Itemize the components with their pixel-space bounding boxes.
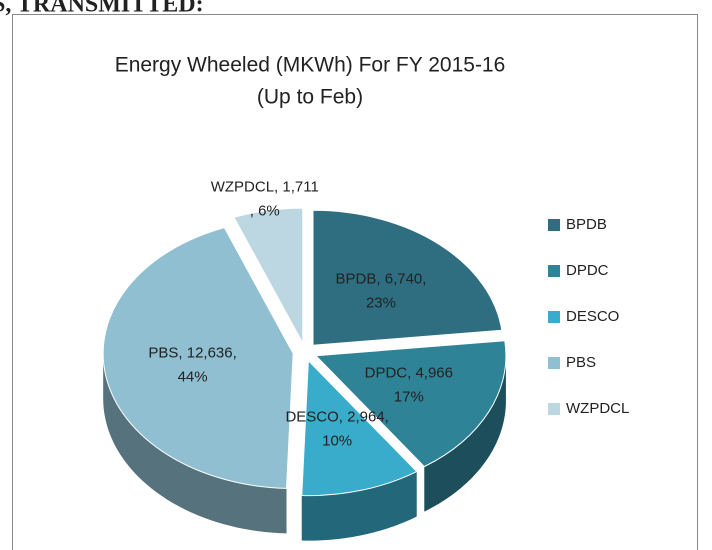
legend-swatch: [548, 219, 560, 231]
slice-side: [424, 355, 506, 512]
legend-label: DPDC: [566, 262, 609, 279]
legend-swatch: [548, 311, 560, 323]
data-label: 44%: [178, 368, 208, 385]
legend-swatch: [548, 265, 560, 277]
legend-swatch: [548, 403, 560, 415]
data-label: DESCO, 2,964,: [285, 409, 388, 426]
legend-label: WZPDCL: [566, 400, 629, 417]
header-text: S, TRANSMITTED:: [0, 0, 204, 18]
legend-label: BPDB: [566, 216, 607, 233]
data-label: , 6%: [250, 202, 280, 219]
data-label: DPDC, 4,966: [365, 364, 453, 381]
slice: [233, 207, 304, 344]
data-label: PBS, 12,636,: [148, 344, 236, 361]
slice: [102, 227, 294, 489]
legend-label: PBS: [566, 354, 596, 371]
slice: [314, 340, 507, 468]
chart-title: Energy Wheeled (MKWh) For FY 2015-16: [115, 54, 506, 77]
slice-side: [301, 471, 417, 541]
data-label: WZPDCL, 1,711: [211, 178, 319, 195]
chart-subtitle: (Up to Feb): [257, 86, 363, 109]
legend-label: DESCO: [566, 308, 619, 325]
slice-side: [103, 353, 287, 534]
data-label: 10%: [322, 433, 352, 450]
legend-swatch: [548, 357, 560, 369]
slice: [312, 209, 503, 346]
data-label: 17%: [394, 388, 424, 405]
slice: [301, 359, 418, 497]
data-label: 23%: [366, 295, 396, 312]
data-label: BPDB, 6,740,: [336, 271, 427, 288]
